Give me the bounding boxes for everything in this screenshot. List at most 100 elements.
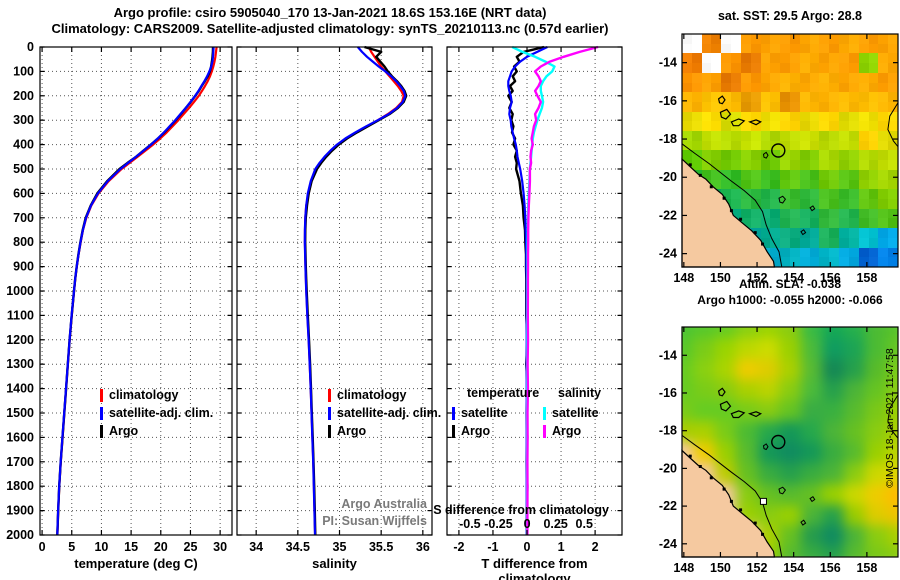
sst-map-overlay: 148 150 152 154 156 158 -14 -16 -18 -20 -22 -24 xyxy=(659,33,899,285)
svg-text:2000: 2000 xyxy=(6,528,34,542)
svg-text:0.5: 0.5 xyxy=(576,517,593,531)
svg-text:-2: -2 xyxy=(453,540,464,554)
shelf-contour xyxy=(681,434,783,558)
svg-text:1600: 1600 xyxy=(6,430,34,444)
satellite-line-swatch xyxy=(543,406,546,420)
svg-text:100: 100 xyxy=(13,64,34,78)
legend-item: climatology xyxy=(328,386,441,404)
legend-item: Argo xyxy=(100,422,213,440)
svg-text:700: 700 xyxy=(13,211,34,225)
svg-text:0: 0 xyxy=(27,40,34,54)
sla-map-overlay: 148 150 152 154 156 158 -14 -16 -18 -20 -22 -24 xyxy=(659,326,899,575)
grid-lines xyxy=(447,47,622,535)
svg-text:1500: 1500 xyxy=(6,406,34,420)
legend-item: satellite xyxy=(452,404,539,422)
temperature-profile-chart: 0 5 10 15 20 25 300100200300400500600700800900… xyxy=(6,40,233,554)
argo-line-swatch xyxy=(452,424,455,438)
svg-text:158: 158 xyxy=(856,271,877,285)
svg-text:154: 154 xyxy=(783,271,804,285)
legend-item: Argo xyxy=(543,422,601,440)
svg-text:1300: 1300 xyxy=(6,357,34,371)
svg-text:500: 500 xyxy=(13,162,34,176)
legend-label: Argo xyxy=(109,424,139,438)
svg-text:10: 10 xyxy=(94,540,108,554)
difference-temperature-legend: temperature satellite Argo xyxy=(452,386,539,440)
svg-text:25: 25 xyxy=(184,540,198,554)
svg-text:15: 15 xyxy=(124,540,138,554)
svg-text:-14: -14 xyxy=(659,56,677,70)
svg-text:1900: 1900 xyxy=(6,504,34,518)
svg-text:34.5: 34.5 xyxy=(286,540,310,554)
svg-text:1400: 1400 xyxy=(6,382,34,396)
svg-text:800: 800 xyxy=(13,235,34,249)
svg-text:0.25: 0.25 xyxy=(543,517,567,531)
grid-lines xyxy=(237,47,432,535)
argo-line-swatch xyxy=(543,424,546,438)
svg-text:-0.5: -0.5 xyxy=(459,517,481,531)
legend-label: satellite-adj. clim. xyxy=(109,406,214,420)
page-subtitle: Climatology: CARS2009. Satellite-adjuste… xyxy=(51,21,609,36)
sst-map-title: sat. SST: 29.5 Argo: 28.8 xyxy=(717,9,863,23)
svg-text:600: 600 xyxy=(13,186,34,200)
difference-profile-chart: -2 -1 0 1 2 S difference from climatology-0.5… xyxy=(433,45,623,554)
island-outline xyxy=(719,108,732,120)
data-series xyxy=(56,46,218,536)
legend-label: Argo xyxy=(552,424,582,438)
page-title: Argo profile: csiro 5905040_170 13-Jan-2… xyxy=(113,5,547,20)
island-outline xyxy=(730,118,746,127)
temperature-legend: climatology satellite-adj. clim. Argo xyxy=(100,386,213,440)
svg-text:1000: 1000 xyxy=(6,284,34,298)
island-outline xyxy=(747,411,763,418)
svg-text:0: 0 xyxy=(524,540,531,554)
svg-text:0: 0 xyxy=(524,517,531,531)
svg-text:200: 200 xyxy=(13,89,34,103)
svg-text:35: 35 xyxy=(333,540,347,554)
svg-text:148: 148 xyxy=(673,561,694,575)
svg-text:1100: 1100 xyxy=(7,308,34,322)
svg-text:150: 150 xyxy=(710,271,731,285)
svg-text:-18: -18 xyxy=(659,424,677,438)
svg-text:-16: -16 xyxy=(659,386,677,400)
island-outline xyxy=(717,95,726,105)
svg-text:-20: -20 xyxy=(659,461,677,475)
note-line-2: PI: Susan Wijffels xyxy=(322,514,427,528)
argo-line-swatch xyxy=(100,424,103,438)
svg-text:-0.25: -0.25 xyxy=(484,517,513,531)
island-outline xyxy=(717,387,726,397)
legend-item: satellite-adj. clim. xyxy=(100,404,213,422)
salinity-legend: climatology satellite-adj. clim. Argo xyxy=(328,386,441,440)
svg-text:150: 150 xyxy=(710,561,731,575)
data-series xyxy=(303,45,408,536)
svg-text:30: 30 xyxy=(213,540,227,554)
data-series xyxy=(507,45,599,535)
altimetry-sla-caption: Altim. SLA: -0.038 xyxy=(738,277,842,291)
land-coastline xyxy=(681,449,776,558)
legend-item: satellite-adj. clim. xyxy=(328,404,441,422)
svg-text:1200: 1200 xyxy=(6,333,34,347)
salinity-profile-chart: 34 34.5 35 35.5 36 xyxy=(236,45,433,554)
svg-text:-16: -16 xyxy=(659,94,677,108)
svg-text:-14: -14 xyxy=(659,348,677,362)
difference-salinity-legend: salinity satellite Argo xyxy=(543,386,601,440)
svg-text:152: 152 xyxy=(747,561,768,575)
svg-text:-20: -20 xyxy=(659,170,677,184)
svg-text:35.5: 35.5 xyxy=(369,540,393,554)
sla-map-raster xyxy=(682,327,898,557)
satellite-adj-line-swatch xyxy=(328,406,331,420)
svg-text:154: 154 xyxy=(783,561,804,575)
legend-item: Argo xyxy=(328,422,441,440)
island-outline xyxy=(730,410,746,419)
svg-text:-18: -18 xyxy=(659,132,677,146)
program-note: Argo Australia PI: Susan Wijffels xyxy=(270,496,427,530)
svg-text:-1: -1 xyxy=(487,540,498,554)
legend-label: Argo xyxy=(461,424,491,438)
t-difference-axis-label: T difference from climatology xyxy=(481,556,588,580)
legend-label: satellite xyxy=(461,406,508,420)
svg-text:1700: 1700 xyxy=(6,455,34,469)
svg-text:20: 20 xyxy=(154,540,168,554)
svg-text:2: 2 xyxy=(592,540,599,554)
imos-watermark: ©IMOS 18-Jan-2021 11:47:58 xyxy=(884,348,896,488)
shelf-contour xyxy=(681,143,783,268)
satellite-line-swatch xyxy=(452,406,455,420)
